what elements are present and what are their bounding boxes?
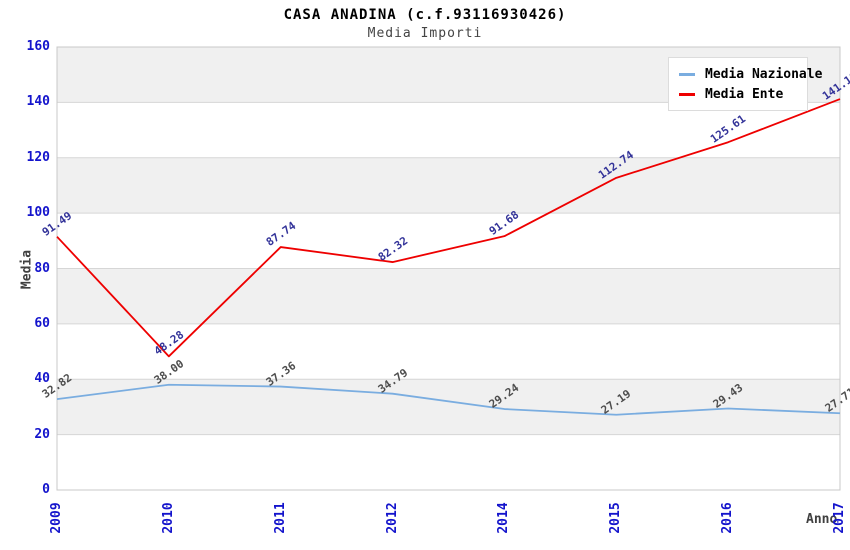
legend-label: Media Ente bbox=[705, 86, 784, 102]
legend-item: Media Ente bbox=[679, 84, 797, 104]
series-line-media-nazionale bbox=[56, 383, 841, 416]
y-tick-label: 120 bbox=[26, 149, 50, 165]
legend: Media Nazionale Media Ente bbox=[668, 57, 822, 111]
plot-border bbox=[56, 46, 841, 491]
plot-band bbox=[57, 268, 840, 324]
y-tick-label: 80 bbox=[34, 260, 50, 276]
legend-item: Media Nazionale bbox=[679, 64, 822, 84]
y-tick-label: 160 bbox=[26, 39, 50, 54]
x-tick-label: 2009 bbox=[49, 502, 64, 534]
y-tick-label: 20 bbox=[34, 426, 50, 442]
legend-swatch-icon bbox=[679, 72, 695, 76]
series-line-media-ente bbox=[56, 98, 841, 358]
plot-band bbox=[57, 379, 840, 435]
x-tick-label: 2010 bbox=[160, 502, 176, 534]
y-tick-label: 0 bbox=[42, 482, 50, 497]
y-tick-label: 60 bbox=[34, 315, 50, 331]
x-tick-label: 2016 bbox=[720, 502, 736, 534]
x-tick-label: 2017 bbox=[832, 502, 847, 534]
x-tick-label: 2012 bbox=[384, 502, 400, 534]
chart-subtitle: Media Importi bbox=[367, 26, 483, 41]
x-tick-label: 2014 bbox=[496, 502, 512, 534]
x-tick-label: 2011 bbox=[272, 502, 288, 534]
legend-swatch-icon bbox=[679, 92, 695, 96]
x-axis-title: Anno bbox=[806, 512, 838, 527]
plot-band bbox=[57, 157, 840, 214]
y-tick-label: 140 bbox=[26, 94, 50, 110]
y-tick-label: 100 bbox=[26, 205, 50, 221]
y-tick-label: 40 bbox=[34, 371, 50, 387]
x-tick-label: 2015 bbox=[608, 502, 624, 534]
page-title: CASA ANADINA (c.f.93116930426) bbox=[283, 7, 567, 23]
legend-label: Media Nazionale bbox=[705, 66, 823, 82]
